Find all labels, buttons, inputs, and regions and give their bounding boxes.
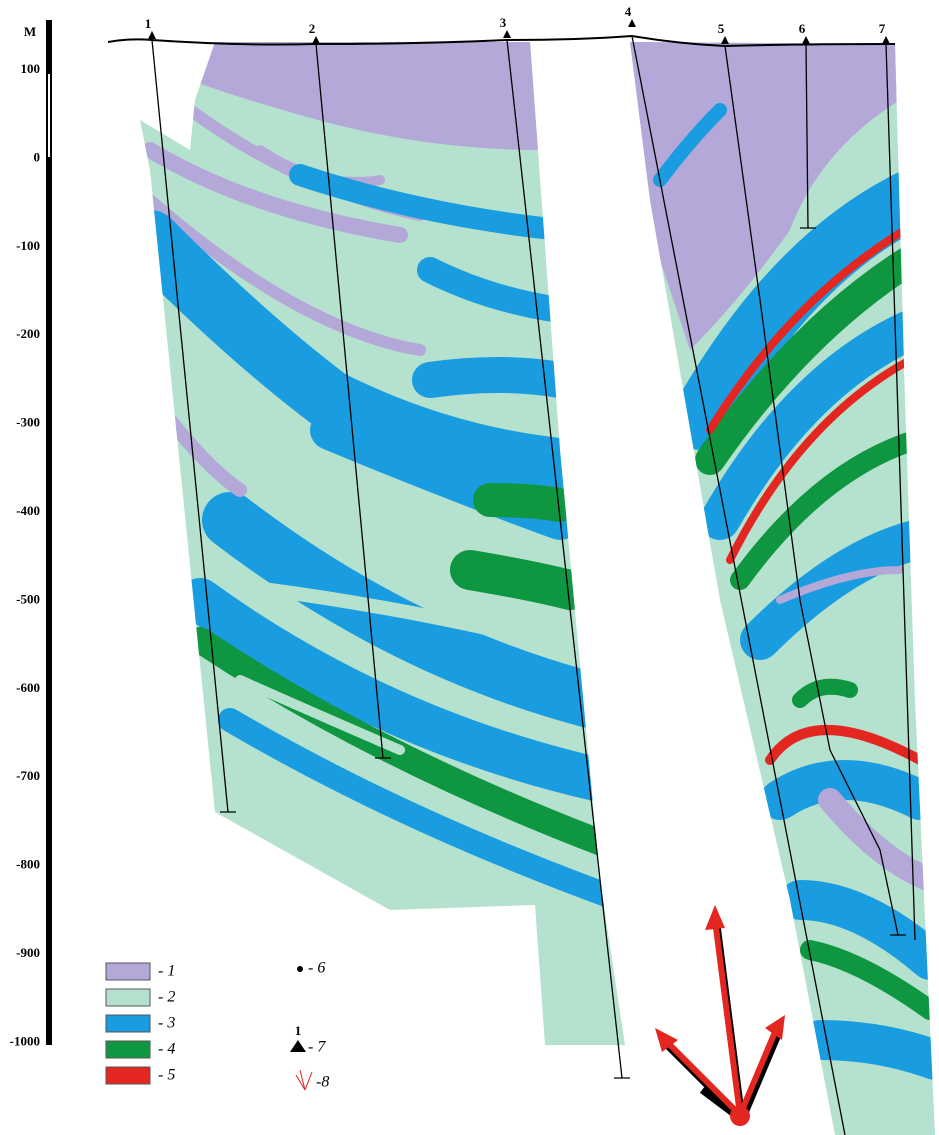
legend-symbol-label: 1 — [295, 1023, 302, 1038]
scale-unit: M — [24, 24, 36, 39]
legend-label: - 4 — [158, 1041, 175, 1058]
well-label: 1 — [145, 16, 152, 31]
well-label: 5 — [718, 21, 725, 36]
scale-label: 0 — [34, 149, 41, 164]
scale-label: 100 — [21, 61, 41, 76]
scale-label: -600 — [16, 680, 40, 695]
well-label: 2 — [309, 21, 316, 36]
well-marker — [721, 36, 729, 44]
legend — [106, 905, 785, 1126]
legend-label: - 3 — [158, 1015, 175, 1032]
legend-label: - 7 — [308, 1039, 326, 1056]
well-label: 4 — [625, 4, 632, 19]
legend-label: - 5 — [158, 1067, 175, 1084]
scale-bar — [46, 20, 52, 1045]
well-marker — [628, 19, 636, 27]
cross-section: 1 2 3 4 5 6 7 M 100 0 -100 -200 -300 -400 -500 -600 -7… — [0, 0, 939, 1135]
well-marker — [312, 36, 320, 44]
scale-label: -1000 — [10, 1033, 40, 1048]
scale-label: -900 — [16, 945, 40, 960]
scale-label: -100 — [16, 238, 40, 253]
legend-label: -8 — [316, 1074, 329, 1091]
scale-label: -200 — [16, 326, 40, 341]
scale-label: -400 — [16, 503, 40, 518]
scale-label: -300 — [16, 415, 40, 430]
well-label: 3 — [500, 15, 507, 30]
scale-label: -800 — [16, 857, 40, 872]
well-marker — [503, 30, 511, 38]
left-block — [100, 30, 660, 1060]
legend-label: - 2 — [158, 989, 175, 1006]
well-label: 7 — [879, 21, 886, 36]
legend-label: - 1 — [158, 963, 175, 980]
scale-label: -500 — [16, 591, 40, 606]
legend-label: - 6 — [308, 960, 325, 977]
well-label: 6 — [799, 21, 806, 36]
well-marker — [802, 36, 810, 44]
scale-bar — [48, 74, 50, 157]
well-labels: 1 2 3 4 5 6 7 — [145, 4, 890, 44]
scale-label: -700 — [16, 768, 40, 783]
well-marker — [882, 36, 890, 44]
well-marker — [148, 31, 156, 39]
scale-labels: 100 0 -100 -200 -300 -400 -500 -600 -700 -800 -900… — [10, 61, 40, 1048]
legend-labels: - 1 - 2 - 3 - 4 - 5 - 6 - 7 -8 1 — [158, 960, 329, 1091]
